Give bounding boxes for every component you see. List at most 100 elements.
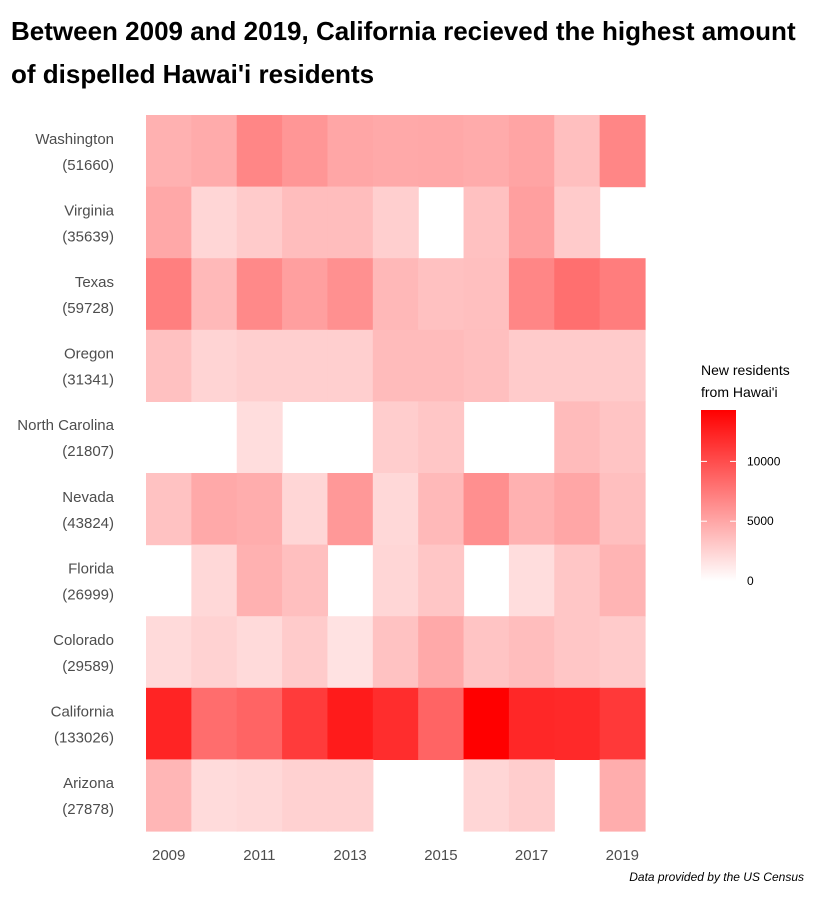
heatmap-cell-washington-2011 — [236, 115, 283, 188]
heatmap-cell-florida-2010 — [191, 544, 238, 617]
y-label-north-carolina: North Carolina — [17, 417, 114, 434]
heatmap-cell-washington-2012 — [282, 115, 329, 188]
x-tick-label-2019: 2019 — [606, 847, 639, 864]
heatmap-cell-oregon-2018 — [554, 329, 601, 402]
heatmap-cell-washington-2018 — [554, 115, 601, 188]
y-label-texas: Texas — [75, 274, 114, 291]
heatmap-cell-virginia-2012 — [282, 186, 329, 259]
heatmap-cell-california-2010 — [191, 687, 238, 760]
heatmap-cell-colorado-2015 — [418, 616, 465, 689]
heatmap-cell-california-2015 — [418, 687, 465, 760]
heatmap-cell-texas-2014 — [372, 258, 419, 331]
heatmap-cell-florida-2012 — [282, 544, 329, 617]
heatmap-cell-nevada-2013 — [327, 473, 374, 546]
heatmap-cell-california-2019 — [599, 687, 646, 760]
y-label-colorado: Colorado — [53, 632, 114, 649]
heatmap-cell-florida-2011 — [236, 544, 283, 617]
y-label-total-virginia: (35639) — [62, 228, 114, 245]
chart-title: Between 2009 and 2019, California reciev… — [11, 16, 796, 89]
heatmap-cell-washington-2019 — [599, 115, 646, 188]
heatmap-cell-texas-2011 — [236, 258, 283, 331]
heatmap-cell-nevada-2018 — [554, 473, 601, 546]
y-label-nevada: Nevada — [62, 489, 114, 506]
heatmap-cell-california-2012 — [282, 687, 329, 760]
x-axis-labels: 2009 2011 2013 2015 2017 2019 — [152, 847, 639, 864]
heatmap-cell-washington-2014 — [372, 115, 419, 188]
heatmap-cell-oregon-2011 — [236, 329, 283, 402]
heatmap-cell-arizona-2017 — [508, 759, 555, 832]
heatmap-cell-north-carolina-2018 — [554, 401, 601, 474]
heatmap-cell-north-carolina-2015 — [418, 401, 465, 474]
heatmap-cell-nevada-2019 — [599, 473, 646, 546]
heatmap-cell-oregon-2015 — [418, 329, 465, 402]
heatmap-cell-nevada-2014 — [372, 473, 419, 546]
heatmap-cell-texas-2019 — [599, 258, 646, 331]
y-label-florida: Florida — [68, 560, 115, 577]
y-label-oregon: Oregon — [64, 346, 114, 363]
heatmap-cell-florida-2017 — [508, 544, 555, 617]
heatmap-cell-arizona-2019 — [599, 759, 646, 832]
heatmap-cell-washington-2016 — [463, 115, 510, 188]
heatmap-cell-colorado-2011 — [236, 616, 283, 689]
heatmap-cell-oregon-2017 — [508, 329, 555, 402]
heatmap-cell-virginia-2011 — [236, 186, 283, 259]
heatmap-cell-texas-2015 — [418, 258, 465, 331]
heatmap-cell-nevada-2016 — [463, 473, 510, 546]
heatmap-cell-california-2017 — [508, 687, 555, 760]
heatmap-cell-colorado-2012 — [282, 616, 329, 689]
heatmap-cell-colorado-2014 — [372, 616, 419, 689]
y-label-total-nevada: (43824) — [62, 515, 114, 532]
heatmap-cell-arizona-2010 — [191, 759, 238, 832]
heatmap-cell-virginia-2013 — [327, 186, 374, 259]
heatmap-cell-oregon-2019 — [599, 329, 646, 402]
heatmap-cell-texas-2018 — [554, 258, 601, 331]
x-tick-label-2011: 2011 — [243, 847, 275, 864]
heatmap-cell-arizona-2011 — [236, 759, 283, 832]
heatmap-cell-arizona-2016 — [463, 759, 510, 832]
legend-ticks: 0 5000 10000 — [701, 454, 781, 588]
heatmap-cell-north-carolina-2014 — [372, 401, 419, 474]
x-tick-label-2017: 2017 — [515, 847, 548, 864]
heatmap-cell-colorado-2010 — [191, 616, 238, 689]
data-source-caption: Data provided by the US Census — [629, 870, 804, 884]
heatmap-cell-colorado-2017 — [508, 616, 555, 689]
heatmap-cell-florida-2015 — [418, 544, 465, 617]
heatmap-cell-oregon-2012 — [282, 329, 329, 402]
heatmap-cell-colorado-2019 — [599, 616, 646, 689]
y-axis-labels: Washington (51660) Virginia (35639) Texas (59… — [17, 131, 114, 818]
heatmap-cell-colorado-2009 — [146, 616, 192, 689]
heatmap-cell-arizona-2012 — [282, 759, 329, 832]
heatmap-cell-washington-2010 — [191, 115, 238, 188]
heatmap-cell-california-2009 — [146, 687, 192, 760]
heatmap-cell-california-2018 — [554, 687, 601, 760]
heatmap-cell-virginia-2017 — [508, 186, 555, 259]
heatmap-cell-nevada-2009 — [146, 473, 192, 546]
heatmap-cell-north-carolina-2011 — [236, 401, 283, 474]
heatmap-cell-oregon-2016 — [463, 329, 510, 402]
heatmap-cell-california-2016 — [463, 687, 510, 760]
heatmap-cell-colorado-2018 — [554, 616, 601, 689]
legend-tick-label-0: 0 — [747, 574, 754, 588]
y-label-total-california: (133026) — [54, 730, 114, 747]
x-tick-label-2009: 2009 — [152, 847, 185, 864]
heatmap-cell-virginia-2014 — [372, 186, 419, 259]
heatmap-cell-nevada-2015 — [418, 473, 465, 546]
heatmap-cell-florida-2014 — [372, 544, 419, 617]
y-label-arizona: Arizona — [63, 775, 115, 792]
heatmap-cell-texas-2013 — [327, 258, 374, 331]
heatmap-cell-colorado-2013 — [327, 616, 374, 689]
y-label-virginia: Virginia — [64, 202, 114, 219]
heatmap-cells — [146, 115, 646, 832]
heatmap-cell-texas-2016 — [463, 258, 510, 331]
y-label-total-north-carolina: (21807) — [62, 443, 114, 460]
legend-colorbar — [701, 410, 736, 581]
heatmap-cell-florida-2018 — [554, 544, 601, 617]
legend-tick-label-5000: 5000 — [747, 514, 774, 528]
heatmap-cell-virginia-2009 — [146, 186, 192, 259]
heatmap-cell-california-2011 — [236, 687, 283, 760]
y-label-total-texas: (59728) — [62, 300, 114, 317]
heatmap-cell-washington-2013 — [327, 115, 374, 188]
heatmap-cell-nevada-2011 — [236, 473, 283, 546]
heatmap-cell-oregon-2013 — [327, 329, 374, 402]
y-label-total-washington: (51660) — [62, 157, 114, 174]
